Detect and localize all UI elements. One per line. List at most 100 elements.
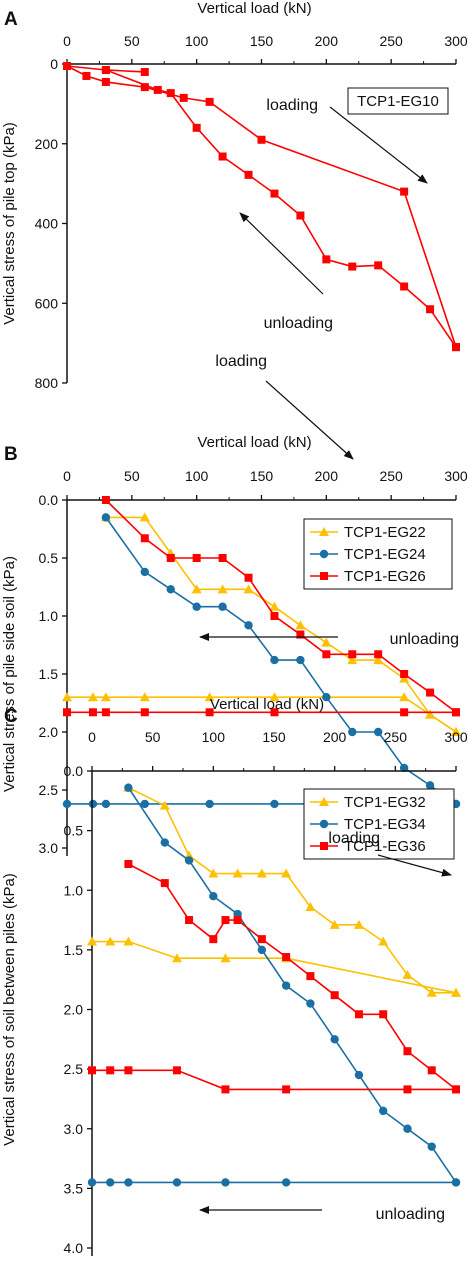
data-point [87, 692, 98, 702]
series-tcp1-eg36 [88, 860, 460, 1094]
data-point [87, 936, 97, 946]
data-point [257, 935, 266, 944]
x-tick-label: 150 [262, 729, 286, 745]
series-line [127, 787, 457, 1183]
data-point [374, 261, 383, 270]
panel-letter: A [4, 9, 18, 30]
y-tick-label: 4.0 [64, 1240, 84, 1256]
y-tick-label: 0.0 [39, 492, 59, 508]
data-point [399, 763, 409, 773]
y-tick-label: 0.5 [39, 550, 59, 566]
data-point [140, 567, 149, 577]
panel-b: B Vertical load (kN) Vertical stress of pi… [1, 353, 468, 856]
data-point [221, 916, 230, 925]
annotation-loading: loading [328, 830, 380, 847]
data-point [62, 799, 72, 809]
legend: TCP1-EG10 [347, 87, 449, 115]
x-tick-label: 250 [379, 33, 403, 49]
data-point [256, 868, 267, 878]
data-point [322, 650, 331, 659]
data-point [159, 800, 170, 810]
y-tick-label: 1.5 [64, 942, 84, 958]
data-point [348, 262, 357, 271]
data-point [171, 953, 182, 963]
data-point [209, 935, 218, 944]
x-tick-label: 0 [63, 468, 71, 484]
data-point [400, 282, 409, 291]
data-point [379, 1010, 388, 1019]
x-tick-label: 0 [88, 729, 96, 745]
x-tick-label: 100 [202, 729, 226, 745]
data-point [101, 65, 110, 74]
x-tick-label: 200 [315, 33, 339, 49]
data-point [348, 650, 357, 659]
x-tick-label: 50 [145, 729, 161, 745]
data-point [88, 799, 98, 809]
data-point [399, 673, 410, 683]
x-tick-label: 100 [185, 468, 209, 484]
data-point [330, 991, 339, 1000]
legend-label: TCP1-EG34 [344, 816, 426, 833]
data-point [282, 1085, 291, 1094]
data-point [353, 919, 364, 929]
panel-c: C Vertical load (kN) Vertical stress of so… [1, 696, 468, 1256]
data-point [270, 655, 279, 665]
data-point [425, 781, 435, 790]
x-tick-label: 50 [124, 33, 140, 49]
data-point [426, 688, 435, 697]
data-point [87, 1178, 97, 1187]
data-point [270, 612, 279, 620]
panel-letter: C [4, 706, 18, 727]
data-point [160, 838, 169, 847]
legend-marker [319, 549, 329, 559]
x-tick-label: 200 [323, 729, 347, 745]
data-point [427, 1066, 436, 1075]
data-point [218, 554, 227, 562]
data-point [244, 573, 253, 582]
legend: TCP1-EG32 TCP1-EG34 TCP1-EG36 [303, 788, 455, 860]
data-point [101, 799, 111, 809]
data-point [217, 584, 228, 594]
data-point [88, 708, 97, 717]
data-point [347, 655, 358, 665]
data-point [270, 708, 279, 717]
data-point [106, 1066, 115, 1075]
y-tick-label: 1.0 [64, 882, 84, 898]
data-point [233, 916, 242, 925]
data-point [172, 1066, 181, 1075]
data-point [153, 85, 162, 94]
panel-letter: B [4, 444, 18, 465]
direction-arrow [377, 854, 452, 877]
data-point [322, 693, 331, 702]
data-point [451, 1178, 461, 1187]
data-point [191, 584, 202, 594]
data-point [270, 189, 279, 198]
data-point [403, 1085, 412, 1094]
data-point [88, 1066, 96, 1075]
series-tcp1-eg22 [62, 512, 461, 736]
series-line [105, 69, 145, 73]
direction-arrow [239, 212, 324, 295]
annotation-unloading: unloading [376, 1206, 445, 1223]
y-tick-label: 0 [50, 56, 58, 72]
data-point [269, 601, 280, 611]
y-axis-title: Vertical stress of pile top (kPa) [1, 122, 18, 325]
data-point [205, 708, 214, 717]
direction-arrow [329, 106, 428, 184]
data-point [205, 97, 214, 106]
data-point [208, 868, 219, 878]
data-point [400, 187, 409, 196]
data-point [330, 1035, 339, 1044]
x-axis-title: Vertical load (kN) [210, 696, 324, 713]
x-axis-title: Vertical load (kN) [197, 434, 311, 451]
data-point [123, 936, 134, 946]
data-point [101, 496, 110, 504]
annotation-unloading: unloading [264, 315, 333, 332]
x-tick-label: 300 [444, 468, 468, 484]
data-point [221, 1178, 230, 1187]
data-point [269, 692, 280, 702]
data-point [220, 953, 231, 963]
data-point [166, 585, 175, 594]
data-point [296, 211, 305, 220]
y-tick-label: 0.0 [64, 763, 84, 779]
